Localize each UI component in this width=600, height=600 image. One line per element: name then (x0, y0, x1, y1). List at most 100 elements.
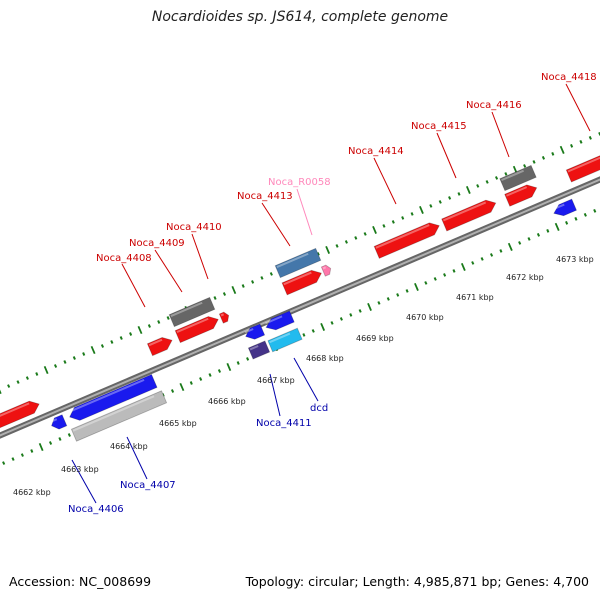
tick-mark (170, 389, 175, 393)
gene-arrow-noca-4416 (504, 184, 538, 207)
tick-mark (339, 317, 343, 321)
tick-mark (199, 377, 203, 381)
tick-mark (189, 381, 193, 385)
tick-mark (588, 136, 592, 140)
tick-mark (208, 373, 212, 377)
tick-mark (325, 245, 331, 254)
tick-mark (536, 233, 541, 237)
leader-noca-4406 (71, 459, 97, 504)
tick-mark (424, 281, 428, 285)
tick-mark (330, 321, 334, 325)
gene-box-noca-4409 (168, 296, 216, 328)
scale-label-4663: 4663 kbp (61, 465, 99, 474)
tick-mark (354, 236, 358, 240)
tick-mark (63, 360, 67, 364)
gene-arrow-noca-4415 (441, 199, 497, 232)
scale-label-4664: 4664 kbp (110, 442, 148, 451)
leader-noca-4410 (191, 233, 209, 280)
scale-label-4669: 4669 kbp (356, 334, 394, 343)
scale-label-4668: 4668 kbp (306, 354, 344, 363)
tick-mark (546, 229, 550, 233)
tick-mark (16, 380, 20, 384)
tick-mark (551, 152, 555, 156)
tick-mark (410, 212, 414, 216)
gene-label-noca-4410: Noca_4410 (166, 222, 222, 233)
gene-arrow-forward (0, 400, 40, 429)
tick-mark (523, 164, 527, 168)
tick-mark (391, 220, 395, 224)
tick-mark (372, 225, 377, 234)
tick-mark (465, 185, 471, 194)
tick-mark (386, 297, 390, 301)
leader-noca-4414 (373, 157, 397, 205)
tick-mark (35, 372, 39, 376)
map-title: Nocardioides sp. JS614, complete genome (151, 9, 449, 25)
tick-mark (457, 192, 461, 196)
gene-label-noca-r0058: Noca_R0058 (268, 177, 331, 188)
tick-mark (574, 217, 578, 221)
tick-mark (593, 209, 597, 213)
tick-mark (302, 333, 306, 337)
tick-mark (147, 324, 151, 328)
tick-mark (476, 184, 480, 188)
gene-box-dcd (267, 327, 303, 353)
gene-label-noca-4413: Noca_4413 (237, 191, 293, 202)
leader-noca-4408 (121, 263, 146, 308)
tick-mark (72, 356, 76, 360)
leader-noca-4407 (126, 436, 148, 480)
gene-arrow-noca-4410 (174, 316, 219, 344)
tick-mark (48, 441, 53, 445)
gene-arrow-noca-4418 (565, 154, 600, 183)
leader-dcd (293, 357, 319, 402)
gene-box-noca-4416-upper (499, 164, 537, 192)
tick-mark (241, 284, 245, 288)
tick-mark (349, 313, 353, 317)
tick-mark (43, 365, 49, 375)
gene-arrow-noca-4411-b (265, 310, 295, 331)
tick-mark (367, 302, 372, 311)
scale-label-4666: 4666 kbp (208, 397, 246, 406)
tick-mark (82, 352, 86, 356)
tick-mark (541, 156, 546, 160)
gene-box-violet (247, 340, 271, 360)
tick-mark (448, 196, 452, 200)
gene-arrow-noca-4414 (373, 222, 440, 259)
gene-box-noca-4407 (70, 390, 168, 442)
gene-arrow-small (218, 311, 230, 324)
gene-label-noca-4407: Noca_4407 (120, 480, 176, 491)
scale-label-4667: 4667 kbp (257, 376, 295, 385)
gene-arrow-reverse-small (51, 414, 68, 430)
tick-mark (414, 282, 419, 291)
gene-box-steel (274, 247, 322, 279)
tick-mark (53, 364, 58, 368)
gene-label-dcd: dcd (310, 403, 328, 414)
gene-labels: Noca_4408 Noca_4409 Noca_4410 Noca_4413 … (68, 72, 597, 515)
tick-mark (405, 289, 409, 293)
tick-mark (443, 273, 447, 277)
tick-mark (433, 277, 437, 281)
genome-summary-text: Topology: circular; Length: 4,985,871 bp… (245, 574, 589, 589)
scale-label-4665: 4665 kbp (159, 419, 197, 428)
leader-noca-4415 (436, 132, 457, 179)
leader-noca-4416 (491, 111, 510, 158)
tick-mark (471, 261, 475, 265)
tick-mark (401, 216, 405, 220)
gene-arrow-noca-4411-a (245, 323, 266, 340)
leader-noca-4411 (269, 373, 281, 417)
tick-mark (363, 232, 367, 236)
tick-mark (236, 361, 240, 365)
tick-mark (110, 340, 114, 344)
tick-mark (100, 344, 105, 348)
tick-mark (507, 242, 513, 251)
scale-label-4671: 4671 kbp (456, 293, 494, 302)
tick-mark (7, 384, 11, 388)
tick-mark (213, 296, 217, 300)
tick-mark (565, 221, 569, 225)
tick-mark (129, 332, 133, 336)
tick-mark (532, 160, 536, 164)
tick-mark (583, 213, 587, 217)
tick-mark (452, 269, 456, 273)
tick-mark (527, 237, 531, 241)
tick-mark (38, 442, 44, 452)
tick-mark (67, 433, 71, 437)
